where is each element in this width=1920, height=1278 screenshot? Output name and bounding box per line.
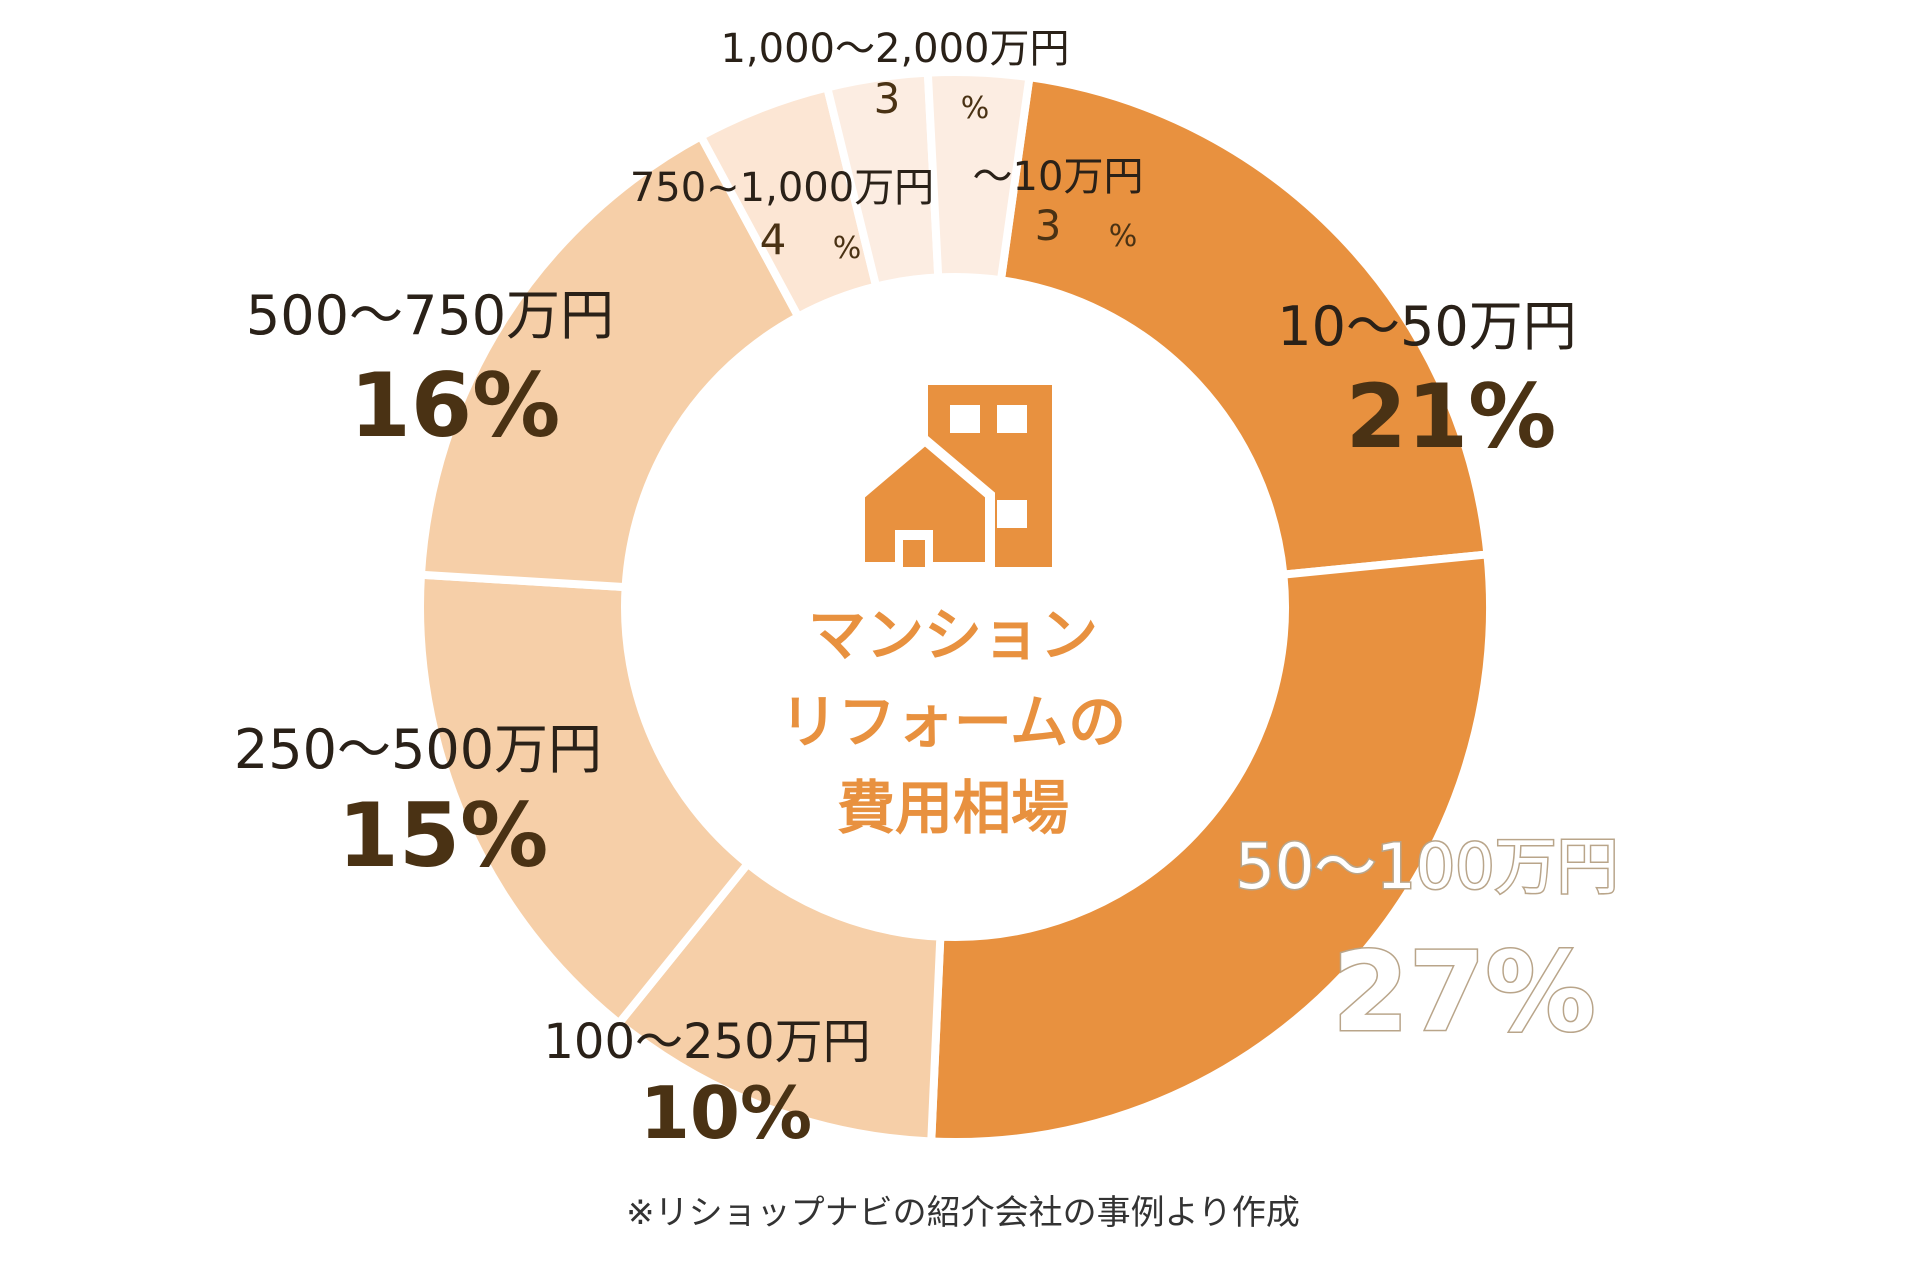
label-under-10: 〜10万円 bbox=[973, 154, 1144, 200]
label-50-100: 50〜100万円 bbox=[1235, 830, 1618, 903]
label-100-250: 100〜250万円 bbox=[543, 1014, 870, 1070]
label-250-500: 250〜500万円 bbox=[234, 718, 602, 781]
slices bbox=[416, 68, 1494, 1146]
value-250-500: 15% bbox=[338, 784, 549, 887]
slice-3 bbox=[416, 570, 754, 1029]
value-500-750: 16% bbox=[350, 354, 561, 457]
footnote: ※リショップナビの紹介会社の事例より作成 bbox=[626, 1193, 1300, 1233]
label-1000-2000: 1,000〜2,000万円 bbox=[720, 26, 1069, 72]
label-750-1000: 750~1,000万円 bbox=[630, 165, 934, 211]
center-title-line-3: 費用相場 bbox=[837, 774, 1069, 842]
house-building-icon bbox=[855, 385, 1052, 572]
percent-1000-2000: % bbox=[961, 91, 990, 126]
value-10-50: 21% bbox=[1346, 365, 1557, 468]
value-under-10: 3 bbox=[1035, 201, 1062, 250]
center-title-line-2: リフォームの bbox=[780, 688, 1126, 756]
value-50-100: 27% bbox=[1332, 928, 1595, 1056]
center-title-line-1: マンション bbox=[808, 601, 1098, 669]
percent-750-1000: % bbox=[833, 231, 862, 266]
slice-1 bbox=[927, 550, 1494, 1146]
label-500-750: 500〜750万円 bbox=[246, 284, 614, 347]
value-1000-2000: 3 bbox=[874, 74, 901, 123]
slice-4 bbox=[416, 130, 804, 592]
slice-0 bbox=[996, 72, 1492, 579]
value-100-250: 10% bbox=[640, 1071, 812, 1155]
label-10-50: 10〜50万円 bbox=[1277, 295, 1576, 358]
percent-under-10: % bbox=[1109, 219, 1138, 254]
slice-7 bbox=[923, 68, 1034, 285]
value-750-1000: 4 bbox=[760, 215, 787, 264]
